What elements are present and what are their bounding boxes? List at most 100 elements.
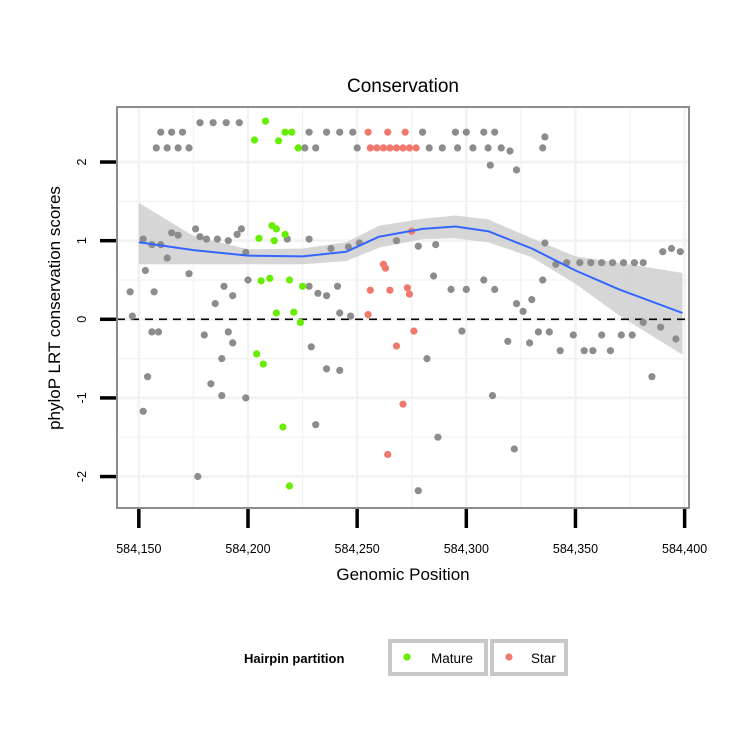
point-other [454, 144, 462, 152]
point-other [192, 225, 200, 233]
point-other [185, 270, 193, 278]
point-other [152, 144, 160, 152]
point-other [484, 144, 492, 152]
point-other [462, 285, 470, 293]
point-other [434, 433, 442, 441]
point-other [211, 300, 219, 308]
point-star [386, 286, 394, 294]
point-other [506, 147, 514, 155]
point-mature [272, 225, 280, 233]
point-other [534, 328, 543, 336]
point-star [412, 144, 420, 152]
point-mature [257, 277, 265, 285]
y-tick-label: 0 [75, 316, 89, 323]
legend-star-label: Star [531, 651, 556, 666]
point-other [587, 259, 595, 267]
point-other [480, 128, 488, 136]
point-other [168, 229, 176, 237]
point-other [539, 276, 547, 284]
point-other [224, 328, 232, 336]
point-star [405, 290, 414, 298]
point-other [676, 248, 684, 256]
point-mature [281, 128, 289, 136]
point-other [512, 166, 521, 174]
point-star [366, 286, 374, 294]
point-star [364, 311, 372, 319]
point-other [353, 144, 361, 152]
x-tick-label: 584,150 [116, 542, 161, 556]
point-other [220, 282, 228, 290]
point-star [392, 144, 401, 152]
point-other [174, 144, 182, 152]
point-other [488, 392, 497, 400]
point-other [349, 128, 357, 136]
point-other [419, 128, 427, 136]
point-other [235, 119, 243, 127]
point-other [528, 296, 536, 304]
point-mature [253, 350, 261, 358]
legend-title: Hairpin partition [244, 651, 344, 666]
x-tick-label: 584,250 [335, 542, 380, 556]
point-star [403, 284, 411, 292]
point-other [414, 487, 422, 495]
point-star [392, 342, 401, 350]
point-mature [296, 318, 304, 326]
point-other [312, 144, 320, 152]
point-other [480, 276, 488, 284]
point-other [174, 231, 182, 239]
point-other [150, 288, 158, 296]
y-axis: -2 -1 0 1 2 [75, 158, 116, 482]
point-other [200, 331, 208, 339]
point-other [336, 309, 344, 317]
point-other [224, 237, 232, 245]
point-other [451, 128, 459, 136]
point-other [194, 472, 202, 481]
point-star [364, 128, 372, 136]
legend-star-swatch [505, 653, 513, 661]
point-mature [275, 137, 283, 145]
point-mature [281, 230, 289, 238]
point-other [589, 347, 597, 355]
point-other [648, 373, 656, 381]
x-axis-title: Genomic Position [336, 565, 469, 584]
point-star [399, 144, 407, 152]
point-mature [285, 276, 294, 284]
point-other [307, 343, 315, 351]
point-other [541, 133, 549, 141]
point-other [237, 225, 245, 233]
x-axis: 584,150 584,200 584,250 584,300 584,350 584,4… [116, 509, 707, 556]
point-mature [272, 309, 280, 317]
point-other [323, 292, 331, 300]
point-other [639, 318, 647, 326]
point-mature [266, 274, 274, 282]
point-other [157, 128, 165, 136]
plot-panel [117, 107, 689, 508]
point-other [526, 339, 534, 347]
point-star [366, 144, 374, 152]
point-other [312, 421, 320, 429]
point-other [639, 259, 647, 267]
point-mature [285, 482, 294, 490]
plot-frame [116, 106, 690, 509]
point-other [425, 144, 433, 152]
point-other [617, 331, 625, 339]
point-star [384, 450, 392, 459]
point-other [510, 445, 518, 453]
point-other [628, 331, 636, 339]
point-mature [279, 423, 287, 431]
point-other [414, 242, 422, 250]
point-other [139, 235, 147, 243]
point-other [305, 282, 313, 290]
smooth-line [138, 225, 683, 314]
point-other [497, 144, 505, 152]
point-other [458, 327, 466, 335]
point-mature [288, 128, 296, 136]
point-other [667, 244, 676, 253]
point-other [336, 128, 344, 136]
point-star [384, 128, 392, 136]
point-star [410, 327, 418, 335]
point-other [556, 347, 564, 355]
point-mature [259, 360, 267, 368]
point-other [327, 244, 335, 253]
